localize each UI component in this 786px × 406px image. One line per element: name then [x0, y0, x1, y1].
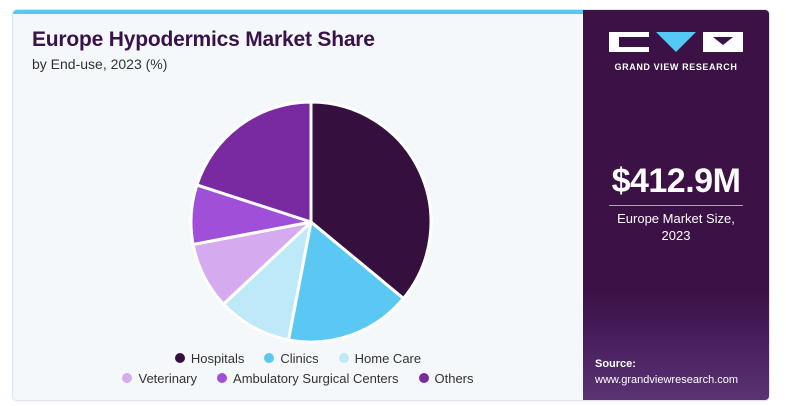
pie-chart: [189, 100, 433, 344]
legend-item-ambulatory: Ambulatory Surgical Centers: [217, 370, 399, 386]
source-label: Source:: [595, 358, 636, 370]
chart-panel: Europe Hypodermics Market Share by End-u…: [13, 10, 583, 400]
chart-title: Europe Hypodermics Market Share: [32, 28, 375, 51]
pie-slice-hospitals: [309, 100, 433, 300]
legend-label-home-care: Home Care: [354, 350, 422, 366]
logo-triangle: [656, 32, 696, 52]
legend-swatch-home-care: [338, 353, 349, 363]
accent-bar: [13, 10, 583, 14]
legend-item-clinics: Clinics: [264, 350, 319, 366]
brand-logo: [609, 32, 743, 52]
divider-line: [609, 205, 743, 206]
legend-swatch-hospitals: [174, 353, 185, 363]
pie-slice-clinics: [287, 220, 405, 344]
legend-swatch-others: [418, 373, 429, 383]
infographic-card: Europe Hypodermics Market Share by End-u…: [13, 10, 769, 400]
legend-row-2: Veterinary Ambulatory Surgical Centers O…: [13, 368, 583, 388]
source-url[interactable]: www.grandviewresearch.com: [595, 374, 739, 386]
pie-slice-others: [195, 100, 313, 224]
legend-label-hospitals: Hospitals: [190, 350, 245, 366]
legend-row-1: Hospitals Clinics Home Care: [13, 348, 583, 368]
chart-subtitle: by End-use, 2023 (%): [32, 56, 168, 72]
legend-swatch-clinics: [264, 353, 275, 363]
legend-label-veterinary: Veterinary: [138, 370, 198, 386]
legend-swatch-veterinary: [122, 373, 133, 383]
logo-notch-right: [713, 37, 733, 45]
legend-item-hospitals: Hospitals: [174, 350, 245, 366]
legend-label-ambulatory: Ambulatory Surgical Centers: [233, 370, 399, 386]
legend-swatch-ambulatory: [217, 373, 228, 383]
logo-notch-left: [619, 37, 649, 47]
legend-item-others: Others: [418, 370, 474, 386]
chart-legend: Hospitals Clinics Home Care Veterinary: [13, 348, 583, 388]
brand-name: GRAND VIEW RESEARCH: [614, 62, 738, 72]
legend-item-home-care: Home Care: [338, 350, 422, 366]
legend-item-veterinary: Veterinary: [122, 371, 197, 386]
legend-label-clinics: Clinics: [280, 350, 319, 366]
info-sidebar: GRAND VIEW RESEARCH $412.9M Europe Marke…: [583, 10, 769, 400]
market-size-value: $412.9M: [611, 162, 741, 200]
legend-label-others: Others: [434, 370, 474, 386]
market-size-label: Europe Market Size, 2023: [617, 211, 735, 243]
